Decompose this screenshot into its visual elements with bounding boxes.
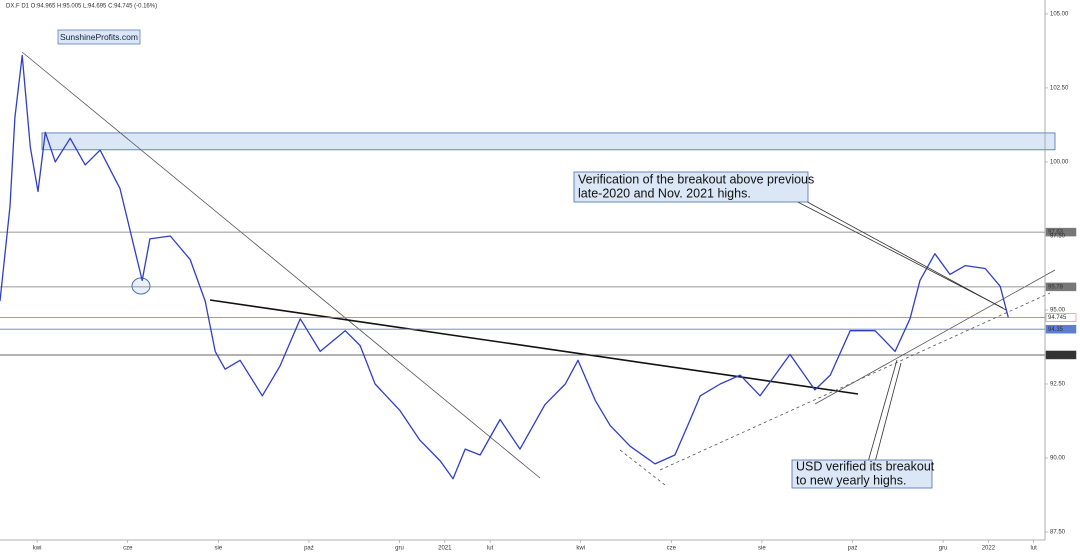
price-line xyxy=(0,54,1009,480)
x-tick-label: lut xyxy=(487,546,494,552)
level-tag xyxy=(1045,324,1077,334)
band-layer xyxy=(41,132,1056,151)
x-tick-label: paź xyxy=(304,546,314,552)
pointer xyxy=(867,359,898,463)
resistance-band xyxy=(41,132,1056,151)
levels: 97.63 95.78 94.745 94.35 93.48 xyxy=(0,227,1077,360)
level-label: 94.35 xyxy=(1048,327,1064,333)
level-label: 95.78 xyxy=(1048,284,1064,290)
pointer xyxy=(874,362,902,463)
y-tick-label: 95.00 xyxy=(1050,308,1066,314)
callout-text: to new yearly highs. xyxy=(796,473,906,487)
price-layer xyxy=(0,54,1009,480)
x-tick-label: lut xyxy=(1031,546,1038,552)
trend-line xyxy=(209,299,859,395)
callout-text: late-2020 and Nov. 2021 highs. xyxy=(578,186,751,200)
y-tick-label: 105.00 xyxy=(1050,11,1069,17)
level-label: 94.745 xyxy=(1048,315,1067,321)
y-tick-label: 90.00 xyxy=(1050,456,1066,462)
level-tag xyxy=(1045,227,1077,237)
y-tick-label: 100.00 xyxy=(1050,160,1069,166)
callout-box xyxy=(573,171,809,203)
x-tick-label: cze xyxy=(123,546,133,552)
trend-line xyxy=(659,292,1051,471)
level-label: 93.48 xyxy=(1048,353,1064,359)
axes: 105.00 102.50 100.00 97.50 95.00 92.50 90.00 87… xyxy=(33,11,1069,551)
pointer xyxy=(789,197,1004,309)
watermark: SunshineProfits.com xyxy=(60,32,138,42)
x-tick-label: gru xyxy=(395,546,404,552)
trend-line xyxy=(814,269,1056,405)
x-tick-label: sie xyxy=(214,546,222,552)
x-tick-label: kwi xyxy=(33,546,42,552)
highlight-circle xyxy=(131,277,151,295)
level-tag xyxy=(1045,282,1077,292)
trend-line xyxy=(21,51,541,479)
x-tick-label: sie xyxy=(758,546,766,552)
x-tick-label: cze xyxy=(667,546,677,552)
level-tag xyxy=(1045,313,1077,322)
callout-box xyxy=(791,459,933,489)
header: DX.F D1 O:94.965 H:95.005 L:94.695 C:94.… xyxy=(6,4,157,10)
level-label: 97.63 xyxy=(1048,230,1064,236)
watermark-box xyxy=(57,29,141,45)
callout-text: USD verified its breakout xyxy=(796,459,935,473)
y-tick-label: 102.50 xyxy=(1050,86,1069,92)
x-tick-label: kwi xyxy=(576,546,585,552)
y-tick-label: 87.50 xyxy=(1050,530,1066,536)
x-tick-label: paź xyxy=(848,546,858,552)
x-tick-label: 2022 xyxy=(982,546,996,552)
x-tick-label: 2021 xyxy=(438,546,452,552)
y-tick-label: 92.50 xyxy=(1050,382,1066,388)
level-tag xyxy=(1045,350,1077,360)
callout-text: Verification of the breakout above previ… xyxy=(578,172,814,186)
pointer xyxy=(799,197,1007,311)
y-tick-label: 97.50 xyxy=(1050,234,1066,240)
x-tick-label: gru xyxy=(939,546,948,552)
